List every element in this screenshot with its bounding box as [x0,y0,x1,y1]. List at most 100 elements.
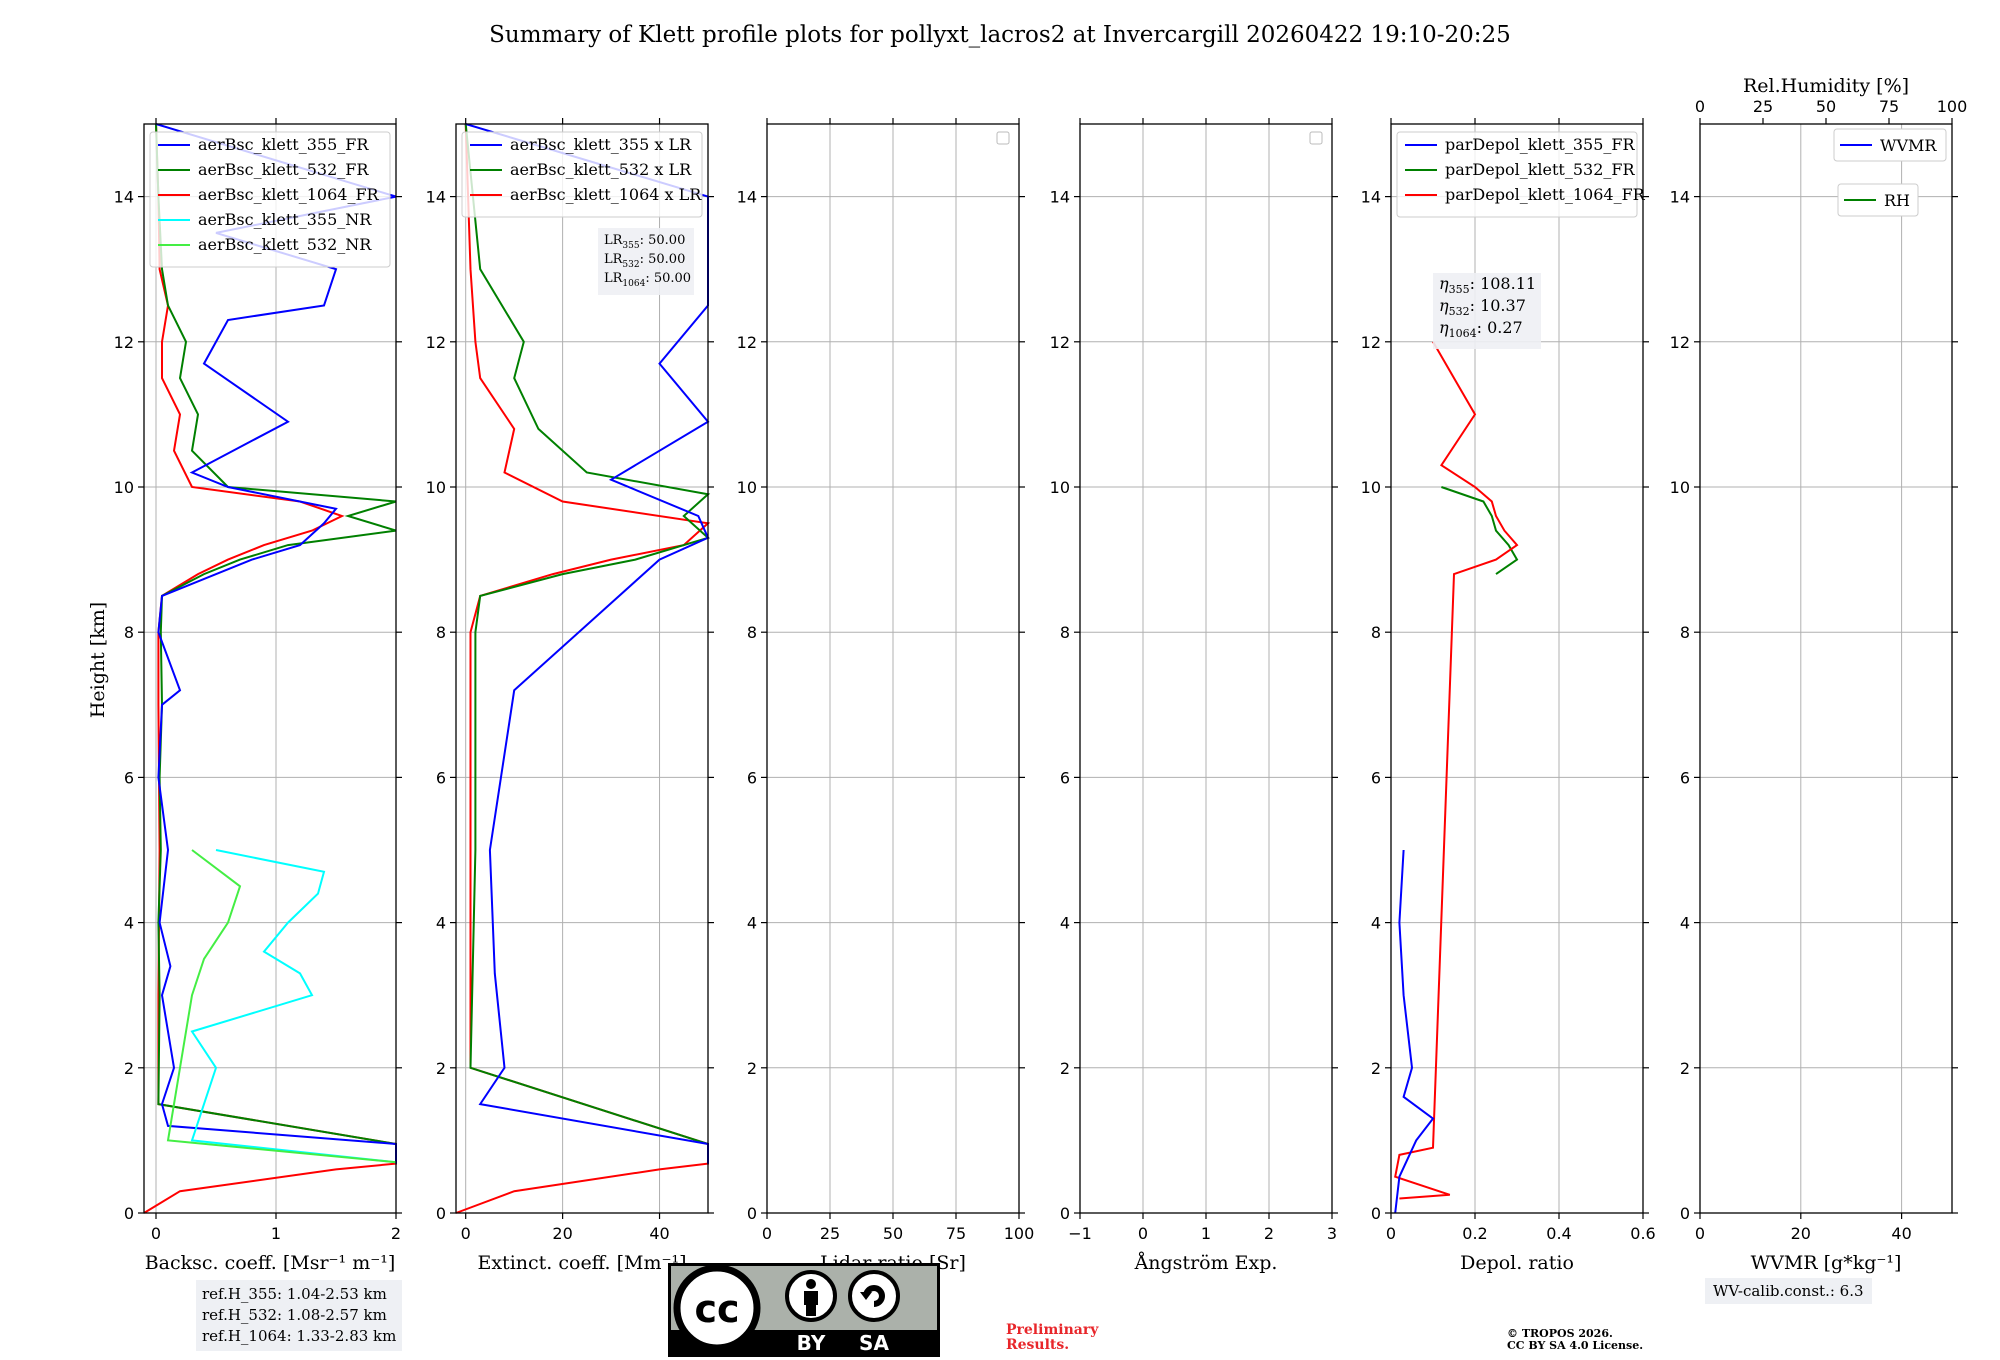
legend-label: aerBsc_klett_1064 x LR [510,185,702,204]
legend: aerBsc_klett_355_FR aerBsc_klett_532_FRae… [149,131,391,268]
legend-label: parDepol_klett_1064_FR [1445,185,1646,204]
y-tick-label: 4 [1680,914,1690,933]
x-tick-label: 0.6 [1630,1224,1655,1243]
y-tick-label: 6 [436,768,446,787]
y-tick-label: 14 [737,188,757,207]
y-tick-label: 10 [1361,478,1381,497]
ref-height-1064: ref.H_1064: 1.33-2.83 km [202,1327,397,1345]
empty-legend [1309,131,1323,145]
legend-frame [1833,128,1947,162]
x-axis-label: Backsc. coeff. [Msr⁻¹ m⁻¹] [145,1252,396,1274]
ref-height-532: ref.H_532: 1.08-2.57 km [202,1306,387,1324]
x-tick-label: 0 [1695,1224,1705,1243]
legend-label: parDepol_klett_532_FR [1445,160,1636,179]
svg-text:cc: cc [694,1287,739,1331]
y-tick-label: 2 [1680,1059,1690,1078]
top-x-tick-label: 75 [1879,97,1899,116]
x-tick-label: 1 [271,1224,281,1243]
annotation-box [1433,273,1541,349]
preliminary-notice: Preliminary Results. [1006,1323,1098,1353]
series-aerBsc_klett_1064_FR [143,123,397,1214]
cc-by-sa-logo: cc BY SA [668,1263,940,1357]
annotation-line: η532: 10.37 [1439,296,1526,318]
x-tick-label: 0 [151,1224,161,1243]
y-tick-label: 12 [1361,333,1381,352]
annotation-line: LR1064: 50.00 [604,271,691,289]
annotation-line: LR355: 50.00 [604,233,685,251]
y-tick-label: 0 [1371,1204,1381,1223]
x-axis-label: Depol. ratio [1460,1252,1574,1274]
legend-label: parDepol_klett_355_FR [1445,135,1636,154]
legend-label: aerBsc_klett_355 x LR [510,135,692,154]
top-x-tick-label: 0 [1695,97,1705,116]
y-tick-label: 0 [1060,1204,1070,1223]
y-tick-label: 14 [1361,188,1381,207]
legend-frame [461,131,703,218]
legend-label: aerBsc_klett_355_FR [198,135,369,154]
empty-legend [996,131,1010,145]
y-tick-label: 10 [1050,478,1070,497]
panel-ext: 0 2 4 6 8 10 12 14 0 20 40 Extinct. coeff. [Mm⁻¹] ae… [426,118,714,1274]
series-aerBsc_klett_355_FR [155,123,397,1164]
annotation-line: η1064: 0.27 [1439,318,1523,340]
y-tick-label: 6 [1371,768,1381,787]
legend-label: aerBsc_klett_532 x LR [510,160,692,179]
y-tick-label: 6 [124,768,134,787]
annotation-line: LR532: 50.00 [604,252,685,270]
y-tick-label: 14 [426,188,446,207]
y-tick-label: 6 [1680,768,1690,787]
annotation-box [598,228,694,295]
y-tick-label: 10 [114,478,134,497]
legend-label: aerBsc_klett_1064_FR [198,185,380,204]
x-tick-label: 2 [1264,1224,1274,1243]
annotation-line: η355: 108.11 [1439,274,1536,296]
y-tick-label: 10 [426,478,446,497]
series-aerBsc_klett_532_FR [155,123,397,1164]
y-tick-label: 14 [114,188,134,207]
y-tick-label: 2 [1371,1059,1381,1078]
x-tick-label: 0 [762,1224,772,1243]
figure-title: Summary of Klett profile plots for polly… [489,22,1511,48]
top-x-axis-label: Rel.Humidity [%] [1743,75,1909,97]
panel-wv: 0 2 4 6 8 10 12 14 0 20 40 WVMR [g*kg⁻¹] 0 25 50 75 100 R… [1670,75,1968,1274]
y-tick-label: 6 [747,768,757,787]
y-tick-label: 8 [1371,623,1381,642]
axes-frame [1699,123,1953,1214]
license-by-label: BY [797,1331,826,1355]
y-tick-label: 0 [1680,1204,1690,1223]
legend-label: aerBsc_klett_532_FR [198,160,369,179]
series-aerBsc_klett_355_NR [190,849,397,1164]
axes-frame [1390,123,1644,1214]
y-tick-label: 12 [1670,333,1690,352]
y-tick-label: 10 [737,478,757,497]
copyright-notice: © TROPOS 2026. CC BY SA 4.0 License. [1507,1328,1643,1352]
top-x-tick-label: 25 [1753,97,1773,116]
x-tick-label: 75 [946,1224,966,1243]
y-tick-label: 4 [747,914,757,933]
y-tick-label: 0 [436,1204,446,1223]
y-tick-label: 8 [1680,623,1690,642]
y-tick-label: 2 [1060,1059,1070,1078]
legend: parDepol_klett_355_FR parDepol_klett_532_… [1396,131,1646,218]
x-tick-label: 20 [552,1224,572,1243]
x-tick-label: 2 [391,1224,401,1243]
series-aerBsc_klett_532 x LR [464,123,711,1164]
x-tick-label: 40 [1891,1224,1911,1243]
height-axis-label: Height [km] [87,602,109,718]
legend-label: aerBsc_klett_355_NR [198,210,372,229]
axes-frame [455,123,709,1214]
legend-label: WVMR [1880,136,1937,155]
y-tick-label: 2 [747,1059,757,1078]
copyright-line-1: © TROPOS 2026. [1507,1327,1613,1340]
legend-label: RH [1884,191,1910,210]
y-tick-label: 8 [1060,623,1070,642]
x-tick-label: 100 [1004,1224,1035,1243]
y-tick-label: 0 [747,1204,757,1223]
panel-lr: 024681012140255075100Lidar ratio [Sr] [737,118,1035,1274]
y-tick-label: 14 [1050,188,1070,207]
x-tick-label: 25 [820,1224,840,1243]
series-parDepol_klett_532_FR [1441,486,1519,575]
y-tick-label: 4 [124,914,134,933]
